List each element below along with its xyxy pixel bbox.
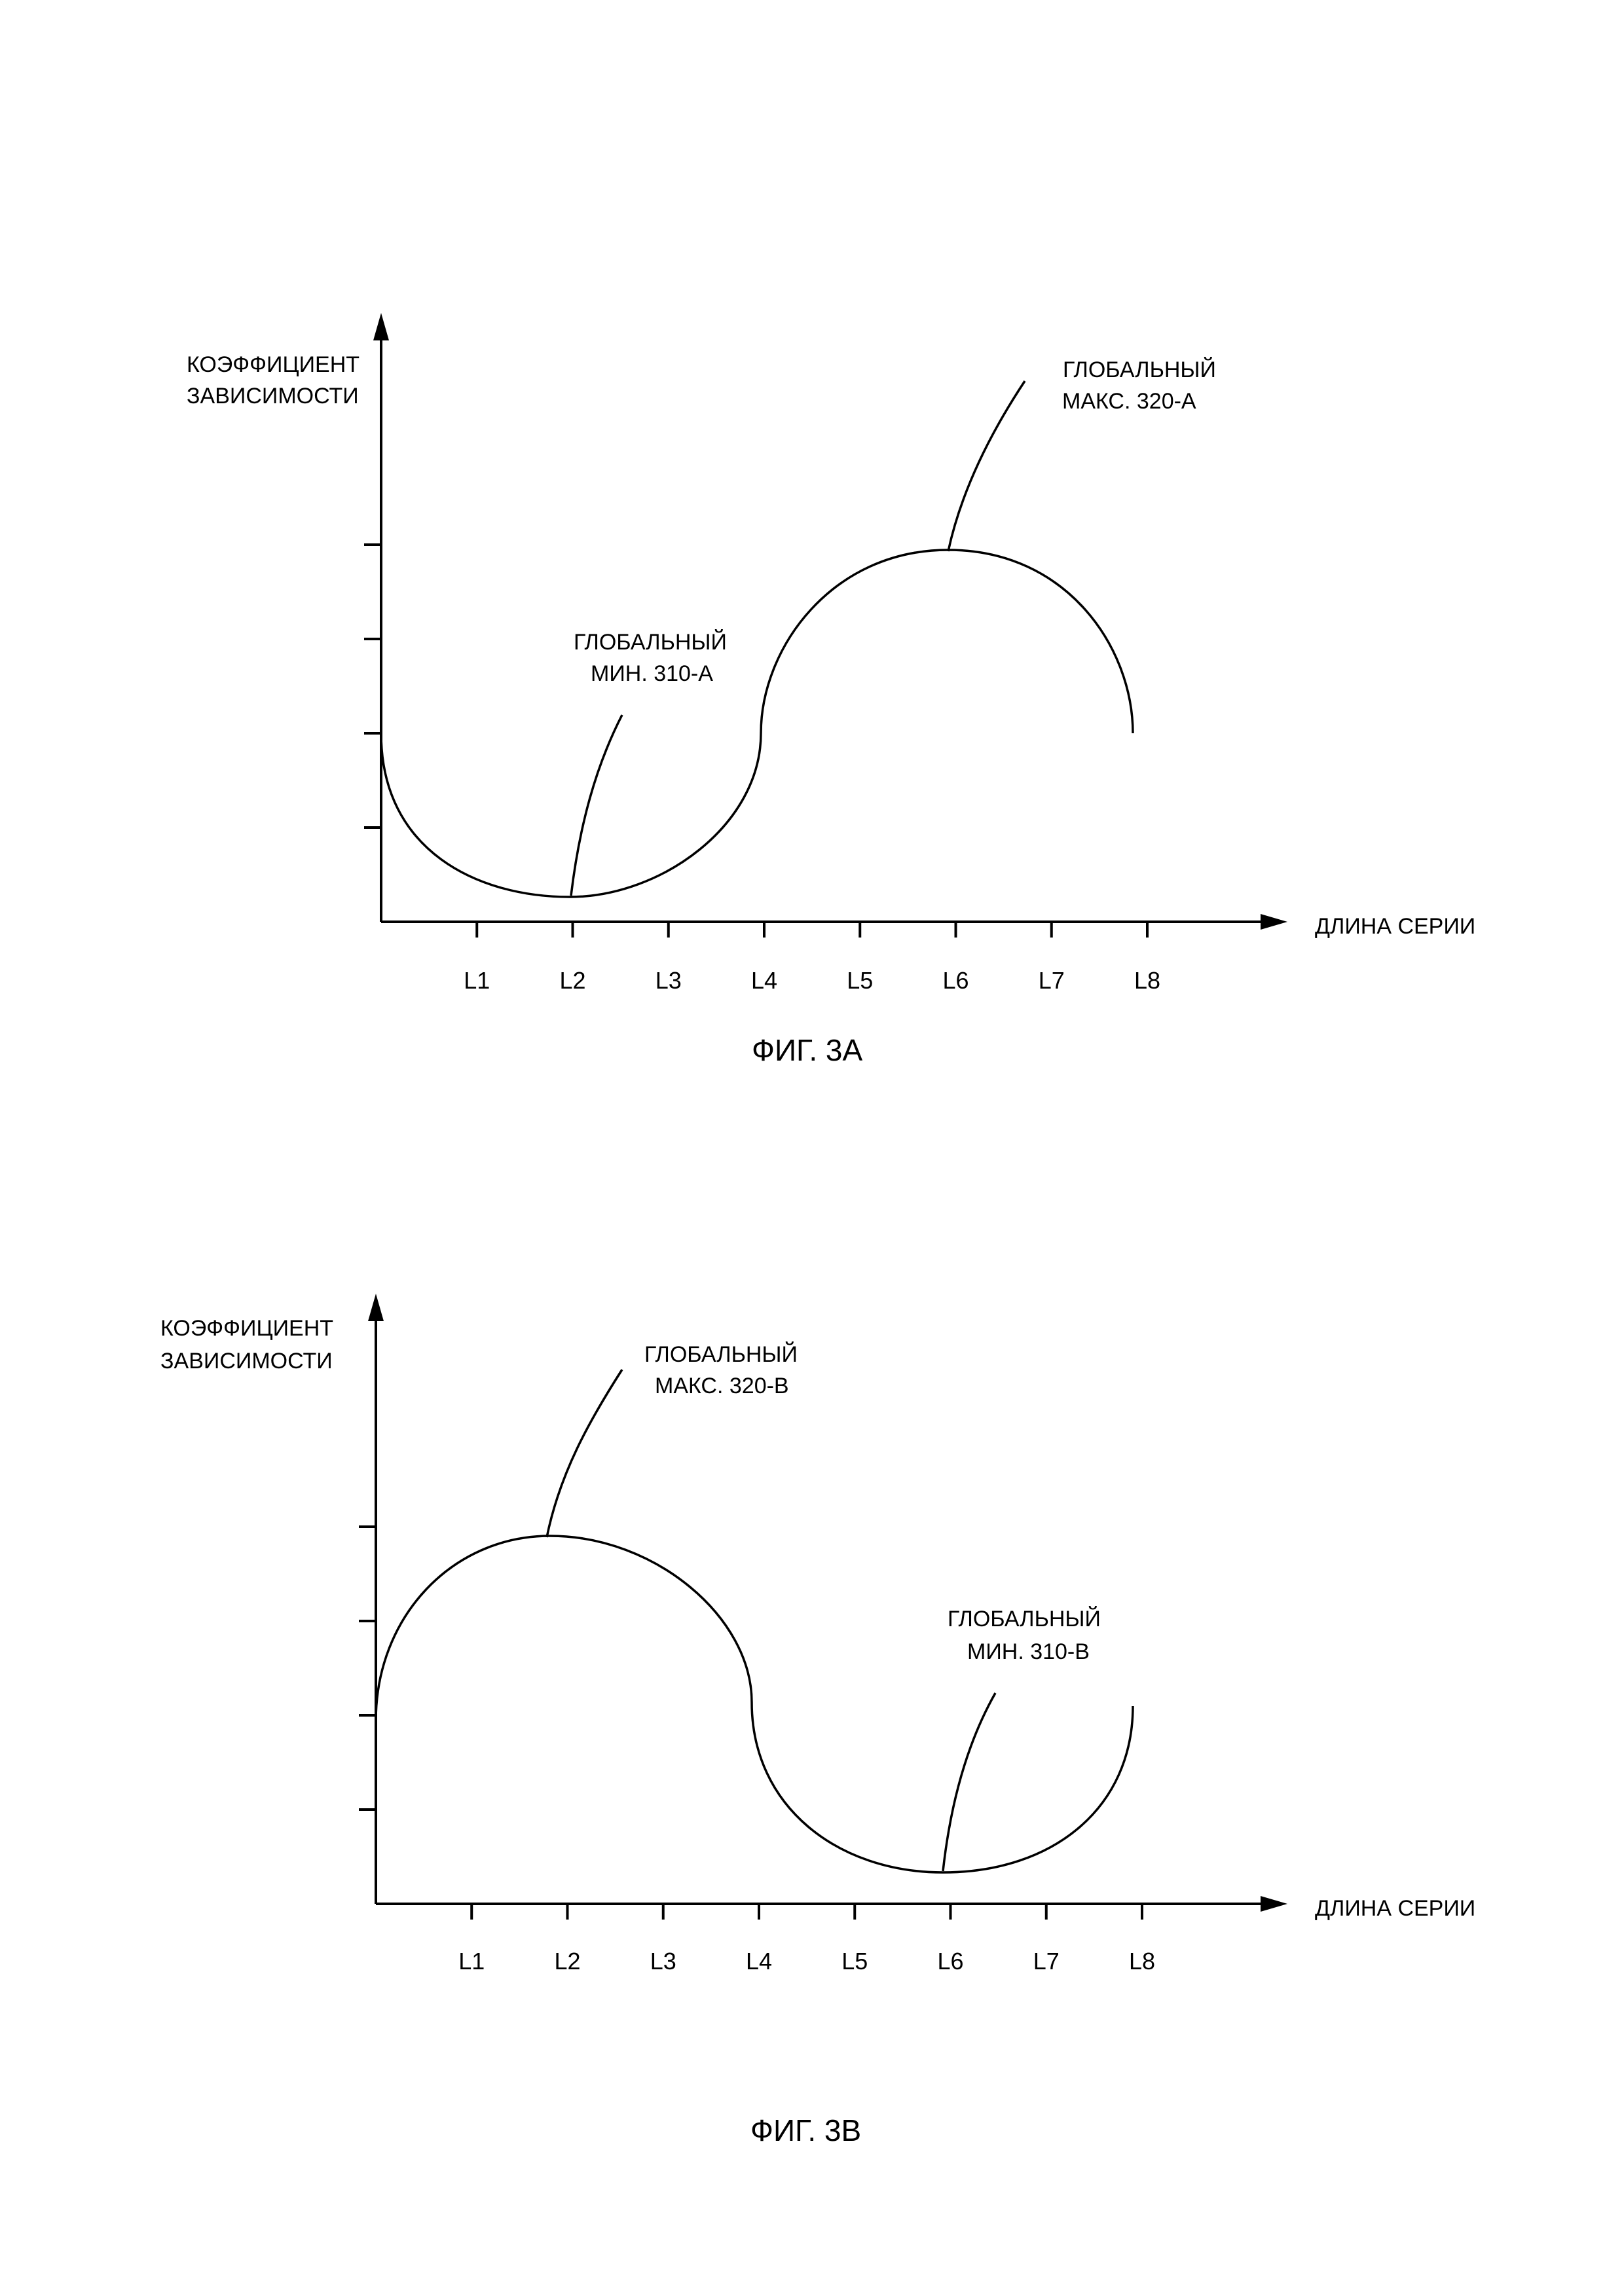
fig3a-xlabel: ДЛИНА СЕРИИ <box>1315 914 1475 939</box>
fig3b-x-tick-label: L1 <box>458 1948 485 1975</box>
fig3a-x-tick-label: L8 <box>1134 967 1160 994</box>
fig3b-x-tick-label: L8 <box>1129 1948 1155 1975</box>
figure-3a: L1 L2 L3 L4 L5 L6 L7 L8 КОЭФФИЦИЕНТ ЗАВИСИМОСТИ… <box>187 313 1475 1067</box>
fig3b-ylabel-line1: КОЭФФИЦИЕНТ <box>160 1316 333 1341</box>
fig3a-min-annotation-line2: МИН. 310-А <box>591 661 713 686</box>
fig3a-max-leader-line <box>948 381 1025 551</box>
fig3b-y-axis-arrowhead <box>368 1294 384 1321</box>
fig3a-x-tick-label: L1 <box>464 967 490 994</box>
fig3b-data-curve <box>376 1536 1133 1872</box>
fig3b-max-annotation-line2: МАКС. 320-В <box>655 1374 789 1398</box>
fig3a-ticks <box>364 545 1147 938</box>
fig3b-min-annotation-line1: ГЛОБАЛЬНЫЙ <box>948 1607 1101 1631</box>
fig3a-min-annotation-line1: ГЛОБАЛЬНЫЙ <box>574 630 727 655</box>
figure-3b: L1 L2 L3 L4 L5 L6 L7 L8 КОЭФФИЦИЕНТ ЗАВИСИМОСТИ… <box>160 1294 1475 2147</box>
fig3b-x-tick-label: L5 <box>841 1948 868 1975</box>
fig3a-x-tick-label: L4 <box>751 967 777 994</box>
fig3b-x-tick-label: L2 <box>554 1948 580 1975</box>
fig3a-data-curve <box>381 550 1133 897</box>
fig3b-x-tick-labels: L1 L2 L3 L4 L5 L6 L7 L8 <box>458 1948 1155 1975</box>
fig3b-x-tick-label: L3 <box>650 1948 676 1975</box>
fig3b-x-tick-label: L6 <box>937 1948 963 1975</box>
fig3a-ylabel-line2: ЗАВИСИМОСТИ <box>187 384 359 409</box>
fig3b-figure-label: ФИГ. 3В <box>750 2113 861 2147</box>
fig3a-x-tick-label: L7 <box>1039 967 1065 994</box>
fig3a-x-tick-label: L6 <box>942 967 969 994</box>
fig3a-max-annotation-line1: ГЛОБАЛЬНЫЙ <box>1063 357 1216 382</box>
fig3b-max-leader-line <box>547 1370 622 1537</box>
fig3b-x-tick-label: L4 <box>746 1948 772 1975</box>
fig3a-ylabel-line1: КОЭФФИЦИЕНТ <box>187 352 360 377</box>
fig3b-ticks <box>359 1527 1142 1920</box>
fig3b-max-annotation-line1: ГЛОБАЛЬНЫЙ <box>644 1342 798 1367</box>
fig3a-y-axis-arrowhead <box>373 313 389 340</box>
fig3b-x-tick-label: L7 <box>1033 1948 1060 1975</box>
fig3b-min-annotation-line2: МИН. 310-В <box>967 1639 1090 1664</box>
fig3b-x-axis-arrowhead <box>1261 1896 1287 1912</box>
fig3b-ylabel-line2: ЗАВИСИМОСТИ <box>160 1349 333 1374</box>
fig3a-x-axis-arrowhead <box>1261 914 1287 930</box>
fig3b-xlabel: ДЛИНА СЕРИИ <box>1315 1896 1475 1921</box>
fig3a-figure-label: ФИГ. 3А <box>752 1033 862 1067</box>
fig3a-min-leader-line <box>571 715 622 896</box>
fig3b-min-leader-line <box>943 1693 995 1871</box>
fig3a-max-annotation-line2: МАКС. 320-А <box>1062 389 1196 414</box>
fig3a-x-tick-labels: L1 L2 L3 L4 L5 L6 L7 L8 <box>464 967 1160 994</box>
fig3a-x-tick-label: L3 <box>655 967 682 994</box>
fig3a-x-tick-label: L2 <box>559 967 585 994</box>
fig3a-x-tick-label: L5 <box>847 967 873 994</box>
